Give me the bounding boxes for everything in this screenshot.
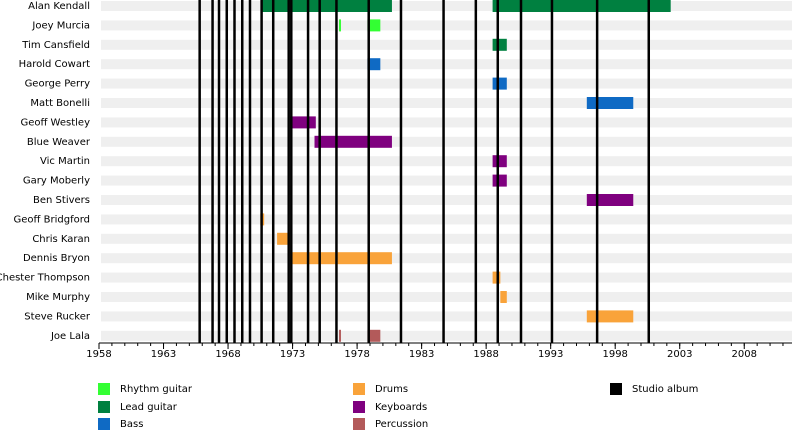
y-tick-label: Vic Martin	[40, 156, 90, 167]
y-tick-label: Harold Cowart	[19, 59, 90, 70]
legend-swatch	[610, 383, 622, 395]
x-tick-label: 1973	[280, 349, 305, 360]
row-band	[101, 253, 792, 264]
x-tick-label: 1958	[86, 349, 111, 360]
row-band	[101, 20, 792, 31]
legend-swatch	[98, 401, 110, 413]
y-tick-label: Gary Moberly	[23, 176, 90, 187]
y-tick-label: Blue Weaver	[27, 137, 91, 148]
span-bar	[367, 58, 381, 71]
span-bar	[289, 116, 316, 129]
legend-label: Percussion	[375, 419, 428, 430]
row-band	[101, 195, 792, 205]
span-bar	[586, 310, 634, 323]
span-bar	[492, 174, 507, 187]
legend-swatch	[353, 383, 365, 395]
legend-label: Studio album	[632, 384, 698, 395]
y-tick-label: Dennis Bryon	[23, 253, 90, 264]
span-bar	[367, 19, 381, 32]
x-tick-label: 1988	[473, 349, 498, 360]
row-band	[101, 233, 792, 244]
span-bar	[492, 155, 507, 168]
row-band	[101, 292, 792, 302]
y-tick-label: Geoff Westley	[20, 117, 90, 128]
row-band	[101, 98, 792, 108]
span-bar	[289, 252, 392, 265]
span-bar	[492, 38, 507, 51]
x-tick-label: 2003	[667, 349, 692, 360]
span-bar	[586, 194, 634, 206]
x-tick-label: 1983	[409, 349, 434, 360]
legend-label: Drums	[375, 384, 408, 395]
y-tick-label: Geoff Bridgford	[14, 214, 90, 225]
row-band	[101, 39, 792, 50]
row-band	[101, 175, 792, 186]
span-bar	[492, 77, 507, 90]
span-bar	[492, 271, 501, 284]
row-band	[101, 156, 792, 167]
row-band	[101, 117, 792, 128]
span-bar	[339, 329, 341, 342]
row-band	[101, 78, 792, 89]
x-tick-label: 1998	[602, 349, 627, 360]
legend-swatch	[98, 383, 110, 395]
x-tick-label: 2008	[732, 349, 757, 360]
span-bar	[314, 135, 392, 148]
y-tick-label: Matt Bonelli	[30, 98, 90, 109]
y-tick-label: Steve Rucker	[24, 311, 91, 322]
span-bar	[339, 19, 341, 32]
legend-label: Rhythm guitar	[120, 384, 193, 395]
y-tick-label: Alan Kendall	[28, 1, 90, 12]
y-tick-label: Chris Karan	[32, 234, 90, 245]
y-tick-label: Tim Cansfield	[21, 40, 90, 51]
y-tick-label: Joe Lala	[50, 331, 90, 342]
y-tick-label: George Perry	[25, 79, 91, 90]
row-band	[101, 136, 792, 147]
legend-label: Bass	[120, 419, 143, 430]
y-tick-label: Ben Stivers	[33, 195, 90, 206]
row-band	[101, 214, 792, 225]
span-bar	[586, 97, 634, 109]
span-bar	[277, 232, 290, 245]
x-tick-label: 1978	[344, 349, 369, 360]
row-band	[101, 330, 792, 341]
y-tick-label: Joey Murcia	[31, 20, 90, 31]
y-tick-label: Mike Murphy	[26, 292, 90, 303]
row-band	[101, 311, 792, 322]
span-bar	[367, 329, 381, 342]
legend-label: Keyboards	[375, 402, 427, 413]
row-band	[101, 272, 792, 283]
legend-swatch	[353, 418, 365, 430]
x-tick-label: 1968	[215, 349, 240, 360]
y-tick-label: Chester Thompson	[0, 273, 90, 284]
span-bar	[500, 291, 507, 303]
span-bar	[492, 0, 671, 12]
legend-swatch	[98, 418, 110, 430]
row-band	[101, 1, 792, 11]
x-tick-label: 1993	[538, 349, 563, 360]
legend-label: Lead guitar	[120, 402, 178, 413]
legend-swatch	[353, 401, 365, 413]
x-tick-label: 1963	[151, 349, 176, 360]
row-band	[101, 59, 792, 70]
span-bar	[261, 0, 392, 12]
